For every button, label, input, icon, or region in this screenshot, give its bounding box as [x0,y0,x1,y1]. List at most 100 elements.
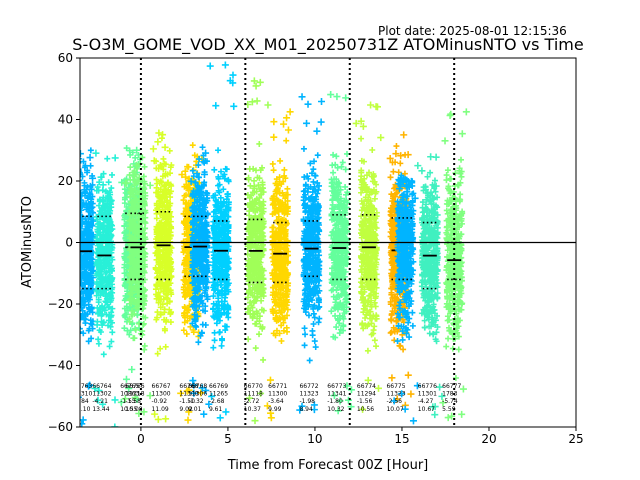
data-point [80,274,85,281]
data-point [95,387,103,395]
data-point [184,416,192,424]
data-point [313,127,321,135]
data-point [95,296,102,303]
data-point [315,186,322,193]
data-point [99,400,107,408]
data-point [80,202,82,204]
data-point [195,339,202,346]
data-point [106,312,113,319]
data-point [121,186,128,193]
data-point [88,200,95,207]
data-point [166,147,173,154]
data-point [264,101,272,109]
data-point [132,154,139,161]
data-point [102,243,109,250]
data-point [162,343,169,350]
data-point [104,277,111,284]
data-point [111,396,119,404]
data-point [108,338,115,345]
data-point [102,255,109,262]
data-point [80,170,83,172]
data-point [80,205,83,212]
data-point [303,119,311,127]
data-point [281,166,288,173]
data-point [269,160,276,167]
data-point [86,190,93,197]
data-point [251,417,259,425]
data-point [96,179,103,186]
data-point [92,149,100,157]
data-point [88,280,95,287]
data-point [215,147,222,154]
data-point [284,126,292,134]
data-point [316,315,323,322]
data-point [80,209,83,216]
data-point [216,414,224,422]
data-point [122,375,130,383]
data-point [109,305,116,312]
data-point [80,246,81,248]
data-point [277,157,284,164]
data-point [161,143,169,151]
plot-area: 6676311310-2.8410.106676411302-4.2113.44… [80,58,576,427]
data-point [94,321,101,328]
data-point [108,309,115,316]
data-point [84,169,91,176]
data-point [260,356,267,363]
data-point [87,147,94,154]
data-point [80,202,86,209]
data-point [256,140,263,147]
data-point [80,307,86,314]
data-point [96,202,103,209]
data-point [102,270,109,277]
plot-date: Plot date: 2025-08-01 12:15:36 [378,24,567,38]
data-point [96,281,103,288]
data-point [106,224,113,231]
chart-title: S-O3M_GOME_VOD_XX_M01_20250731Z ATOMinus… [72,35,583,55]
data-point [317,118,325,126]
data-point [94,216,101,223]
data-point [89,174,97,182]
data-point [252,345,259,352]
data-point [85,338,92,345]
data-point [339,159,346,166]
data-point [86,263,93,270]
data-point [253,97,261,105]
data-point [210,344,217,351]
data-point [94,184,101,191]
data-point [95,286,102,293]
data-point [222,408,230,416]
data-point [300,145,307,152]
data-point [106,343,113,350]
data-point [162,415,170,423]
data-point [99,181,107,189]
data-point [86,381,94,389]
data-point [280,120,288,128]
data-point [309,327,316,334]
data-point [298,93,306,101]
data-point [94,258,101,265]
data-point [221,61,229,69]
data-point [82,298,89,305]
data-point [199,144,206,151]
data-point [85,295,92,302]
data-point [304,100,312,108]
data-point [230,102,238,110]
data-point [90,231,97,238]
data-point [211,329,218,336]
data-point [106,193,113,200]
orbit-series-66771 [263,108,294,422]
data-point [84,220,91,227]
data-point [146,181,154,189]
data-point [82,320,89,327]
data-point [103,276,110,283]
data-point [80,213,83,215]
data-point [86,154,94,162]
data-point [314,152,321,159]
data-point [100,260,107,267]
data-point [80,416,87,424]
data-point [86,325,93,332]
data-point [284,328,291,335]
data-point [97,280,104,287]
data-point [89,256,96,263]
